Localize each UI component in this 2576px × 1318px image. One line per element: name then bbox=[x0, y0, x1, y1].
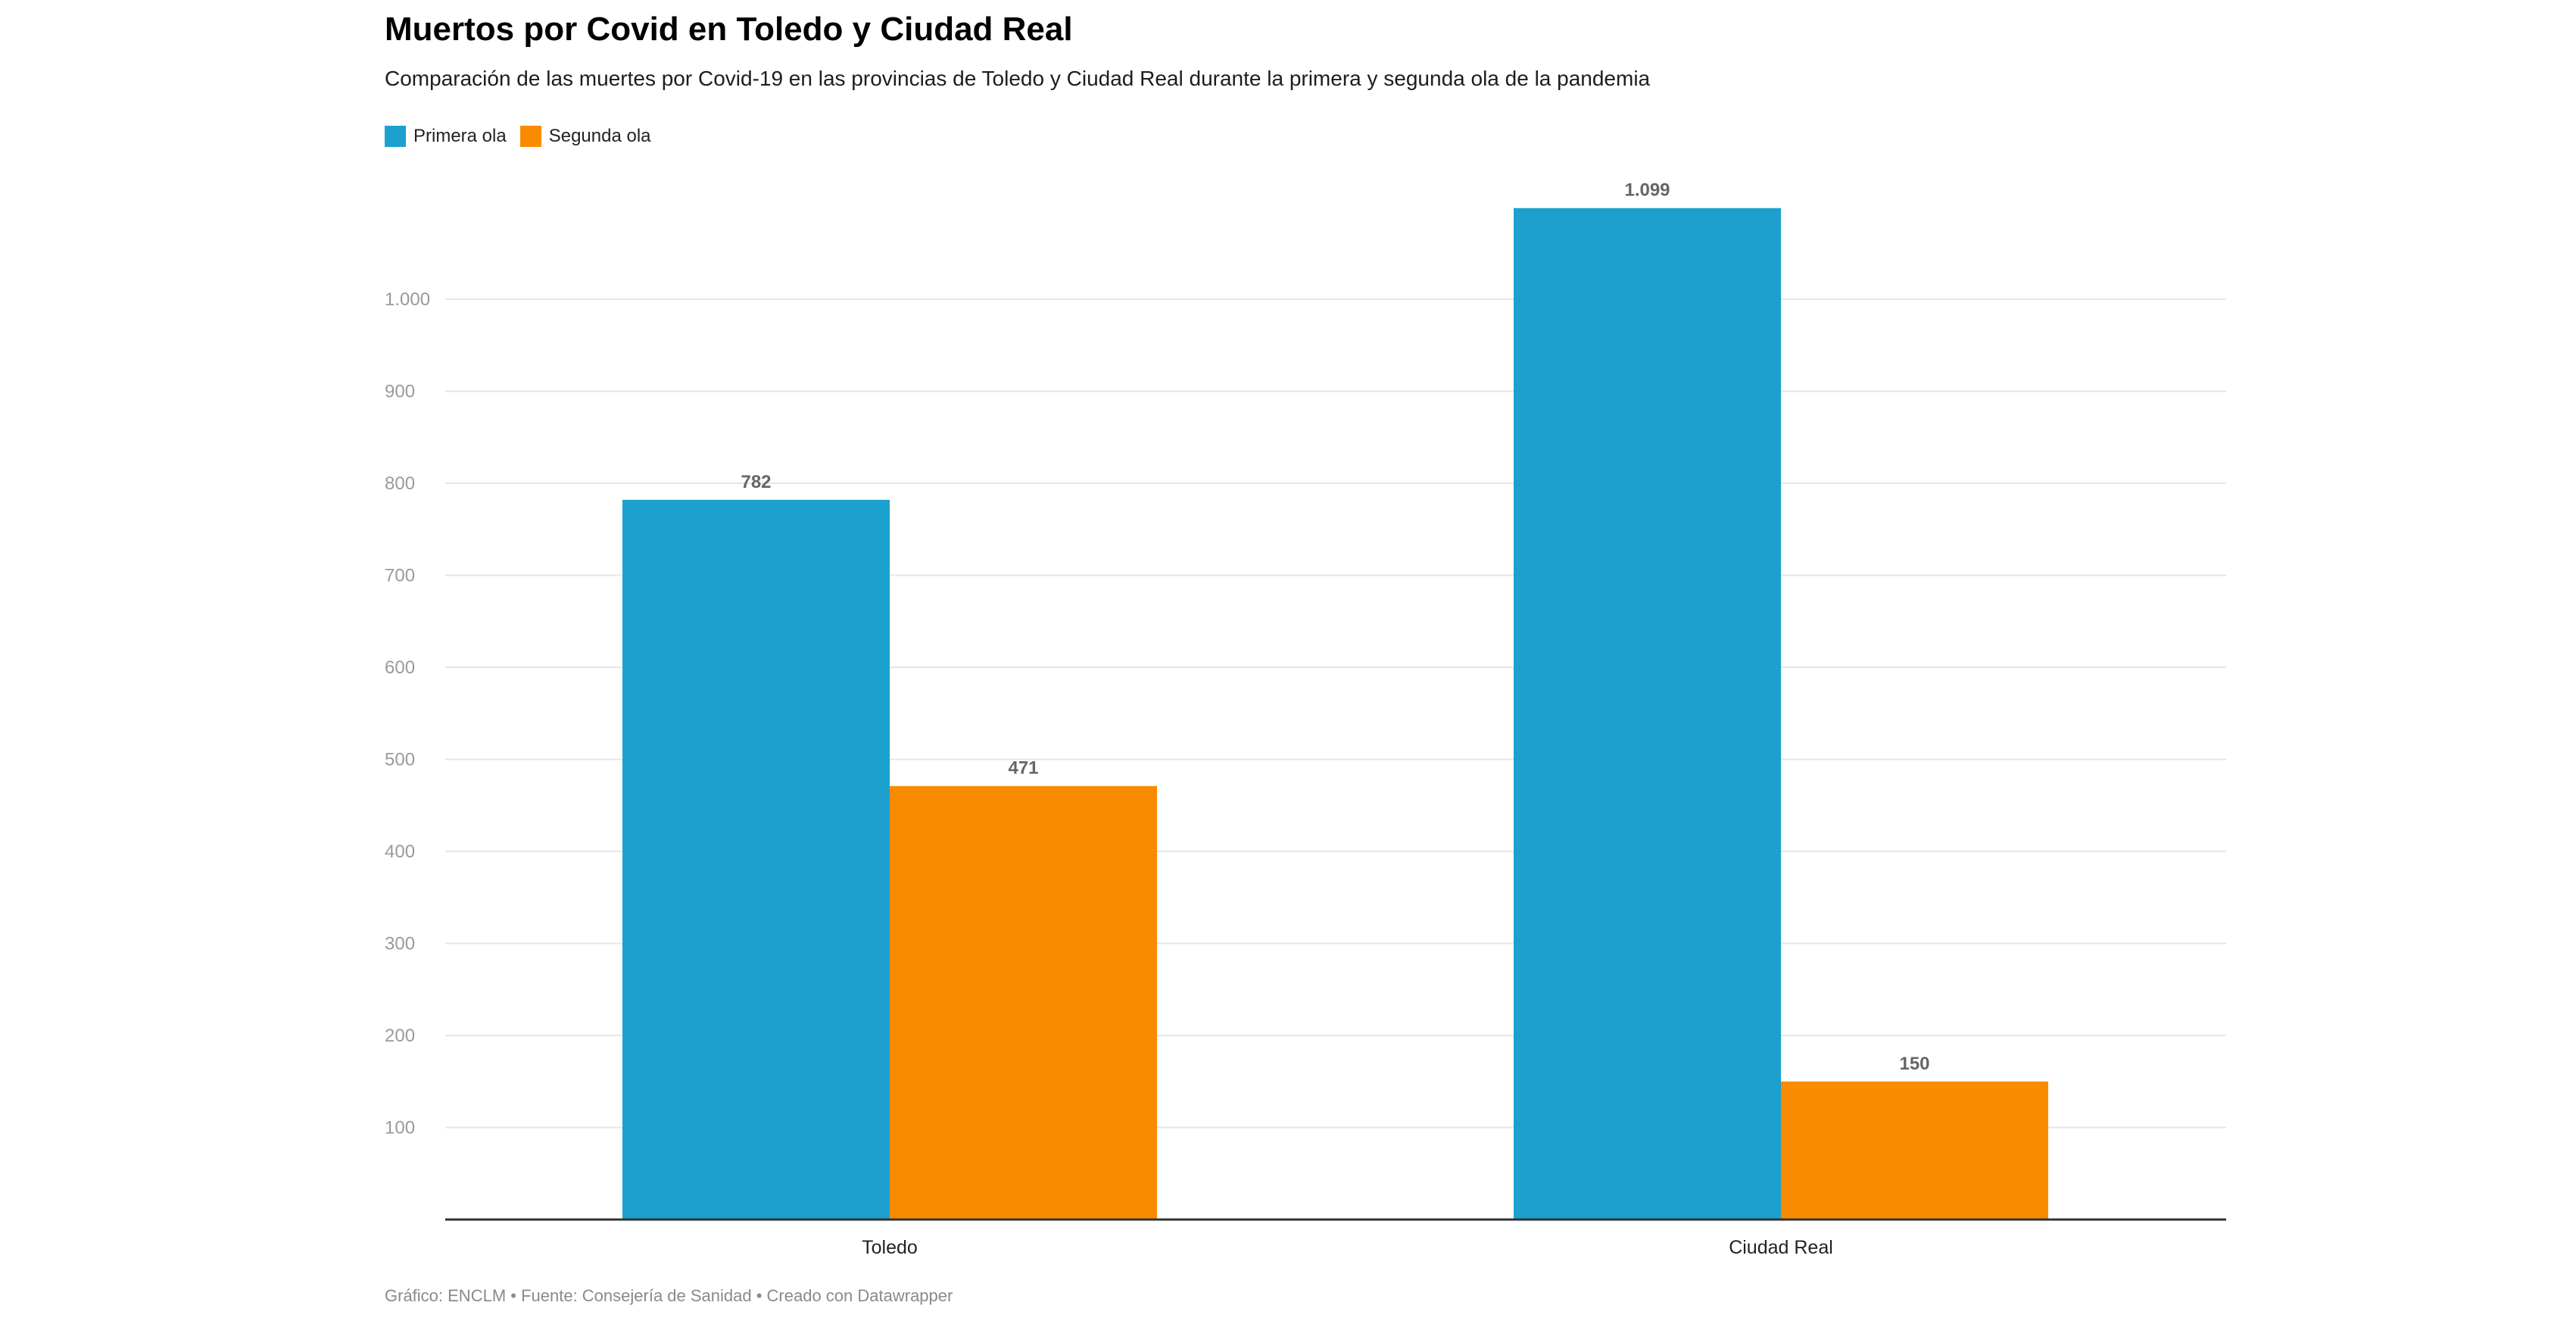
y-tick-label: 600 bbox=[385, 657, 415, 678]
y-axis-ticks: 100 200 300 400 500 600 700 800 900 1.000 bbox=[385, 289, 430, 1138]
legend-label-segunda-ola: Segunda ola bbox=[548, 126, 651, 146]
bar-segunda-ola-ciudad-real[interactable] bbox=[1781, 1081, 2048, 1220]
legend-swatch-primera-ola bbox=[385, 126, 406, 147]
y-tick-label: 500 bbox=[385, 750, 415, 770]
bar-value-label: 471 bbox=[1008, 758, 1038, 779]
bar-primera-ola-ciudad-real[interactable] bbox=[1514, 208, 1781, 1220]
y-tick-label: 1.000 bbox=[385, 289, 430, 310]
y-tick-label: 700 bbox=[385, 566, 415, 586]
bar-value-label: 150 bbox=[1899, 1054, 1929, 1074]
legend: Primera ola Segunda ola bbox=[385, 126, 665, 147]
y-tick-label: 100 bbox=[385, 1118, 415, 1138]
y-tick-label: 800 bbox=[385, 473, 415, 494]
y-tick-label: 200 bbox=[385, 1026, 415, 1046]
value-labels: 782 471 1.099 150 bbox=[741, 180, 1929, 1074]
chart-footer: Gráfico: ENCLM • Fuente: Consejería de S… bbox=[385, 1286, 953, 1305]
legend-item-primera-ola[interactable]: Primera ola bbox=[385, 126, 507, 147]
bar-segunda-ola-toledo[interactable] bbox=[890, 785, 1157, 1220]
x-category-label: Ciudad Real bbox=[1729, 1237, 1833, 1258]
y-tick-label: 400 bbox=[385, 842, 415, 862]
y-tick-label: 300 bbox=[385, 934, 415, 954]
bar-value-label: 1.099 bbox=[1624, 180, 1670, 201]
bars bbox=[622, 208, 2048, 1220]
bar-value-label: 782 bbox=[741, 472, 771, 492]
chart-title: Muertos por Covid en Toledo y Ciudad Rea… bbox=[385, 11, 1073, 48]
x-category-label: Toledo bbox=[862, 1237, 918, 1258]
y-tick-label: 900 bbox=[385, 382, 415, 402]
legend-label-primera-ola: Primera ola bbox=[413, 126, 507, 146]
chart-subtitle: Comparación de las muertes por Covid-19 … bbox=[385, 67, 1651, 90]
legend-item-segunda-ola[interactable]: Segunda ola bbox=[519, 126, 651, 147]
bar-primera-ola-toledo[interactable] bbox=[622, 499, 890, 1220]
legend-swatch-segunda-ola bbox=[519, 126, 541, 147]
x-axis-categories: Toledo Ciudad Real bbox=[862, 1237, 1833, 1258]
